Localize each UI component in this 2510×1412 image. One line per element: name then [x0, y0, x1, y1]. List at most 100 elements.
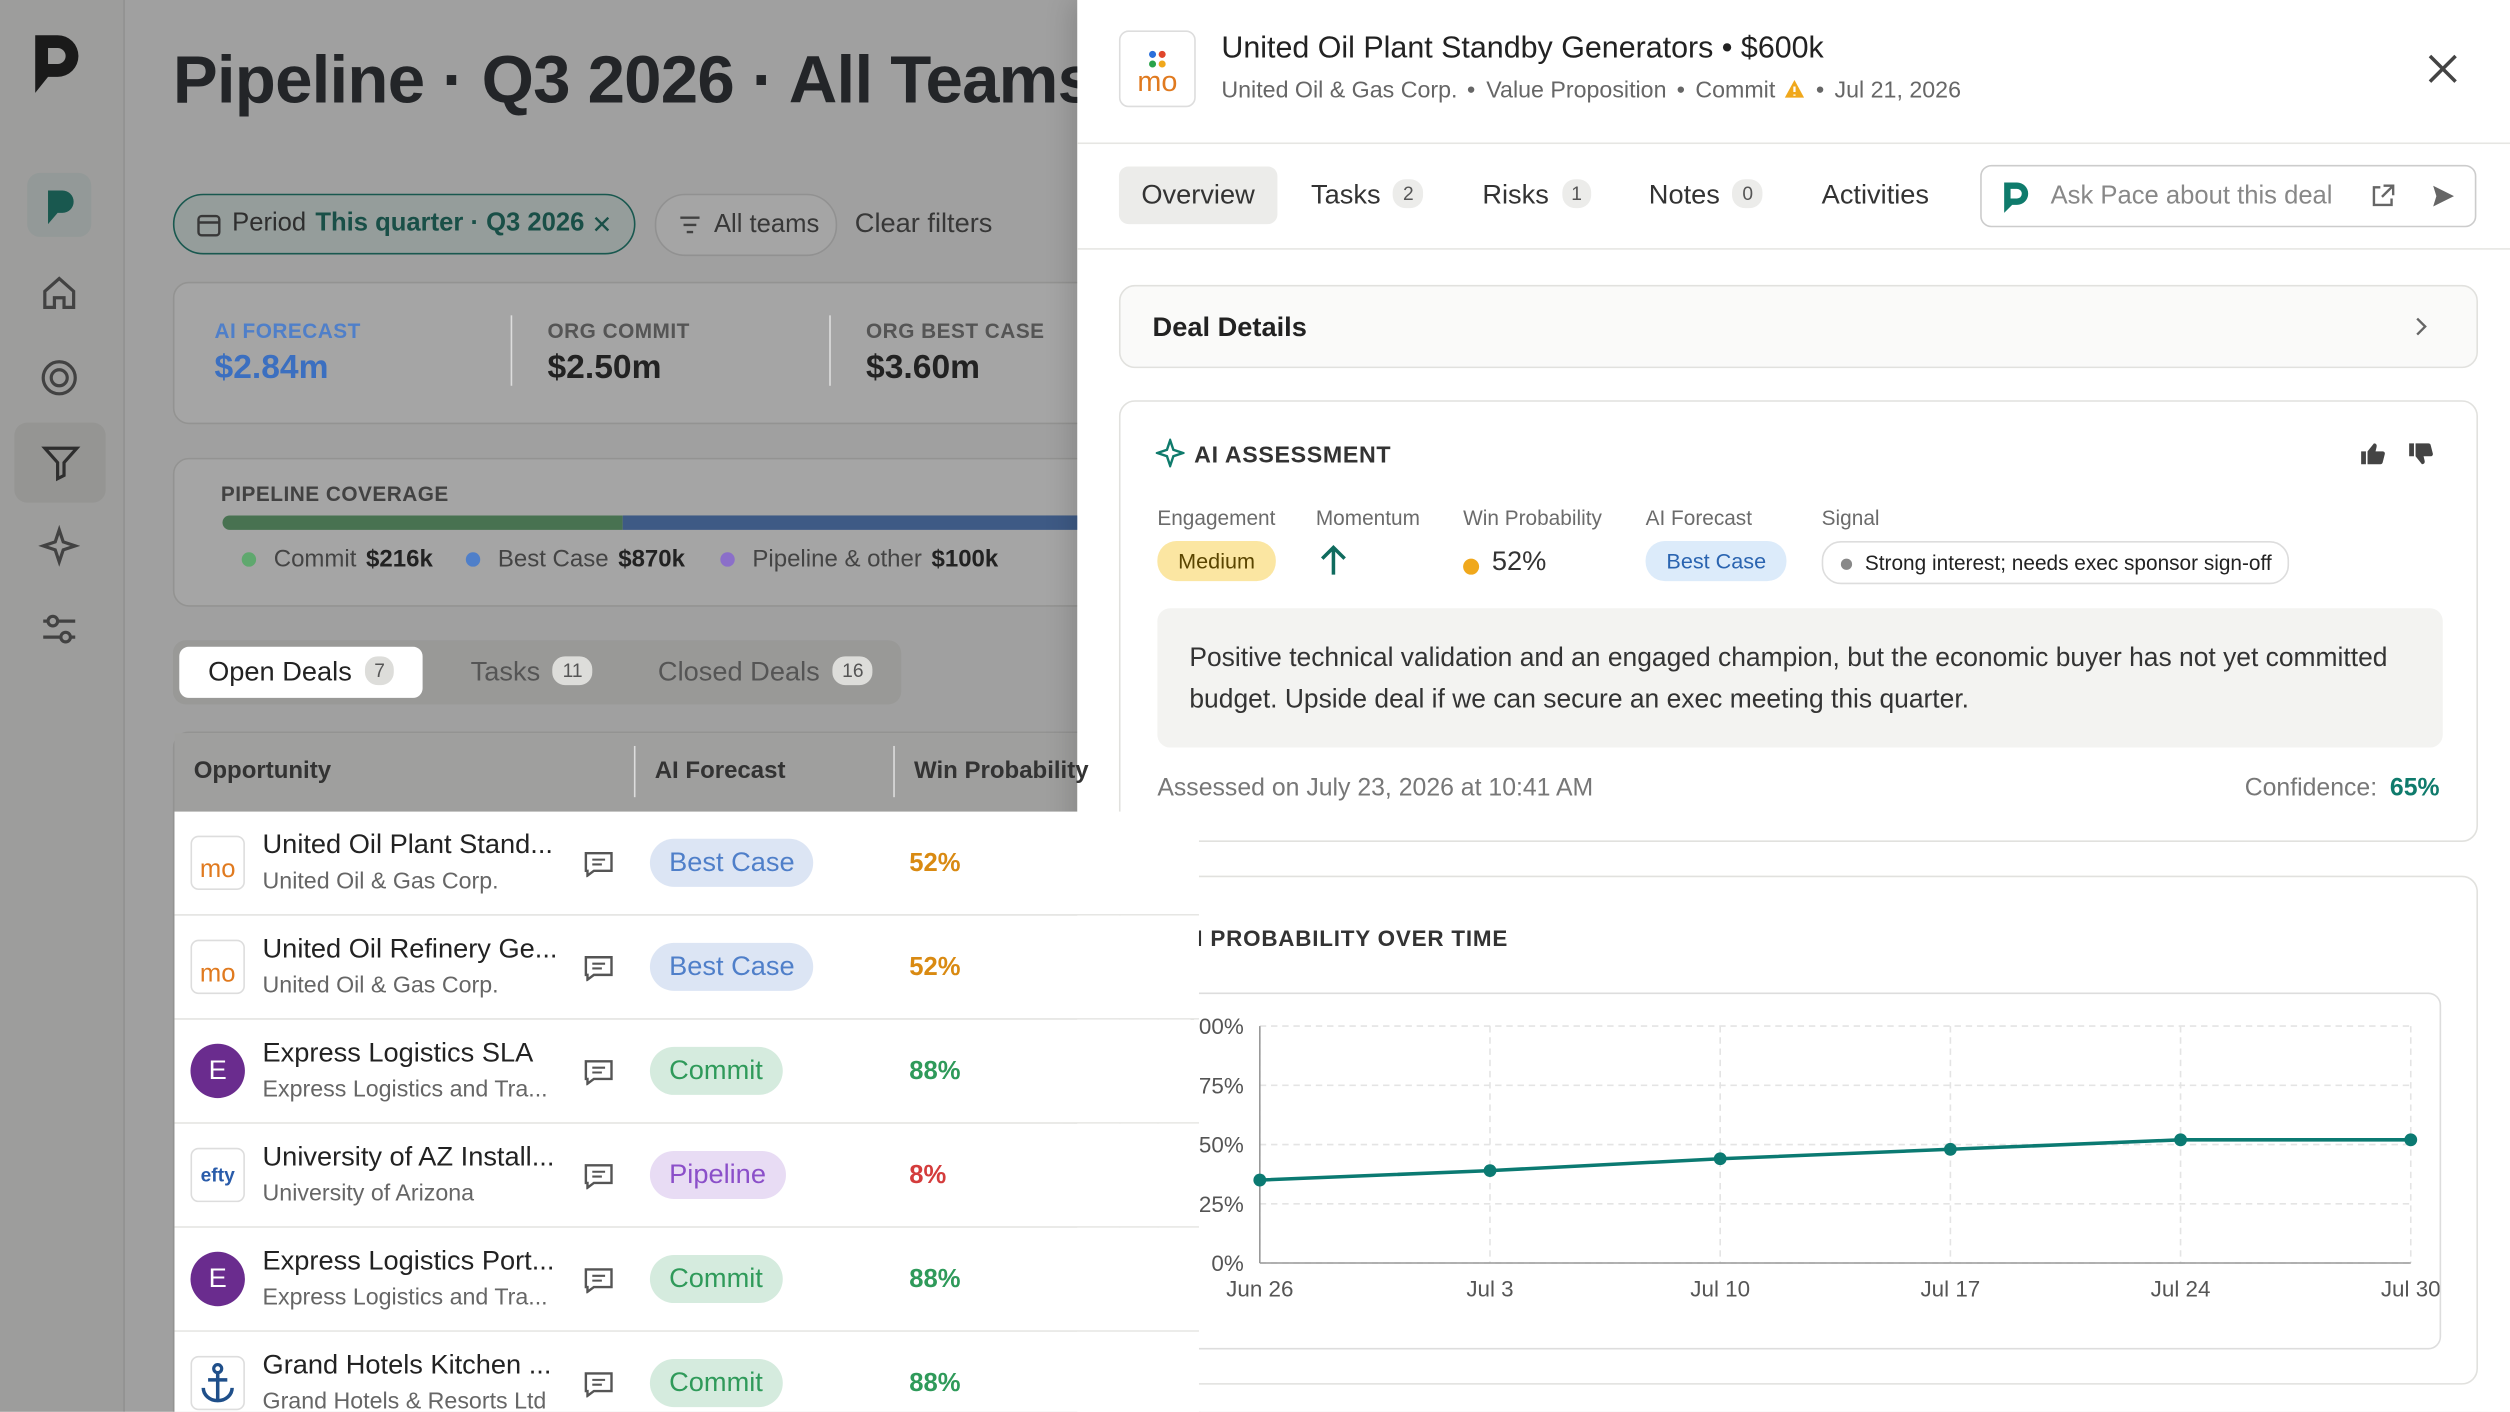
panel-tab[interactable]: Activities: [1798, 166, 1953, 224]
meta-dot: [1816, 86, 1824, 93]
deal-details-title: Deal Details: [1152, 312, 1307, 343]
x-tick-label: Jul 17: [1920, 1277, 1980, 1302]
avatar-anchor: [190, 1355, 245, 1411]
y-tick-label: 75%: [1199, 1073, 1244, 1098]
active-nav[interactable]: [14, 422, 106, 503]
clear-filters[interactable]: Clear filters: [854, 208, 993, 239]
table-row[interactable]: [174, 915, 1199, 1020]
metric-value: $2.50m: [547, 348, 662, 386]
metric-divider: [510, 315, 513, 386]
deal-logo: mo: [1118, 30, 1196, 108]
home-logo[interactable]: [27, 172, 92, 237]
deal-meta: United Oil & Gas Corp. Value Proposition C…: [1221, 78, 1961, 105]
confidence-value: 65%: [2389, 774, 2440, 802]
deal-name: University of AZ Install...: [262, 1141, 555, 1172]
win-probability: 88%: [909, 1266, 961, 1294]
deal-name: United Oil Refinery Ge...: [262, 933, 558, 964]
period-value: This quarter · Q3 2026: [315, 209, 585, 237]
panel-tab[interactable]: Tasks 2: [1287, 166, 1447, 224]
tab-count: 16: [832, 656, 874, 686]
avatar: efty: [190, 1147, 245, 1203]
period-filter[interactable]: Period This quarter · Q3 2026: [172, 193, 636, 255]
avatar: E: [190, 1251, 245, 1307]
field-label: Signal: [1821, 505, 1880, 530]
thumbs-down[interactable]: [2408, 442, 2434, 466]
point: [1943, 1142, 1957, 1156]
table-row[interactable]: [174, 1019, 1199, 1124]
tab[interactable]: Tasks 11: [442, 647, 621, 698]
win-chart-card: WIN PROBABILITY OVER TIME 0% 25% 50% 75% 100…: [1118, 875, 2478, 1385]
x-tick-label: Jun 26: [1226, 1277, 1293, 1302]
assessment-title: AI ASSESSMENT: [1194, 443, 1392, 470]
divider: [1077, 142, 2510, 145]
home-icon[interactable]: [38, 272, 80, 314]
comment-icon: [584, 1060, 613, 1094]
point: [2404, 1133, 2418, 1147]
field-label: AI Forecast: [1645, 505, 1752, 530]
thumbs-up[interactable]: [2360, 442, 2386, 466]
coverage-card: [172, 457, 1201, 607]
comment-icon: [584, 1372, 613, 1406]
coverage-title: PIPELINE COVERAGE: [220, 481, 449, 506]
forecast-pill: Commit: [649, 1255, 783, 1304]
comment-icon: [584, 852, 613, 886]
panel-tab[interactable]: Notes 0: [1625, 166, 1787, 224]
divider: [1077, 248, 2510, 250]
deal-details[interactable]: Deal Details: [1118, 284, 2478, 369]
avatar: mo: [190, 835, 245, 891]
y-tick-label: 50%: [1199, 1133, 1244, 1158]
x-tick-label: Jul 3: [1466, 1277, 1513, 1302]
legend-value: $870k: [618, 545, 686, 574]
table-row[interactable]: [174, 1331, 1199, 1412]
legend-name: Pipeline & other: [752, 545, 922, 574]
tab-label: Open Deals: [208, 656, 352, 687]
win-probability: 88%: [909, 1058, 961, 1086]
target-icon[interactable]: [38, 357, 80, 399]
engagement-pill: Medium: [1157, 541, 1276, 582]
y-tick-label: 25%: [1199, 1192, 1244, 1217]
win-value: 52%: [1491, 545, 1547, 577]
deal-name: Express Logistics SLA: [262, 1037, 534, 1068]
x-tick-label: Jul 30: [2381, 1277, 2441, 1302]
column-divider: [633, 745, 636, 798]
metric-label: ORG BEST CASE: [866, 318, 1045, 343]
win-dot: [1463, 558, 1480, 575]
deal-company: Express Logistics and Tra...: [262, 1077, 548, 1103]
table-row[interactable]: [174, 1123, 1199, 1228]
win-probability: 52%: [909, 954, 961, 982]
metric-label: AI FORECAST: [214, 318, 361, 343]
settings-icon[interactable]: [38, 608, 80, 650]
legend-value: $216k: [366, 545, 433, 574]
tab[interactable]: Open Deals 7: [179, 646, 424, 698]
panel-tab[interactable]: Overview: [1118, 166, 1278, 225]
close-button[interactable]: [2425, 51, 2460, 86]
legend-entry: Best Case $870k: [498, 546, 685, 573]
table-row[interactable]: [174, 1227, 1199, 1332]
deal-company: Grand Hotels & Resorts Ltd: [262, 1389, 547, 1412]
tab[interactable]: Closed Deals 16: [629, 647, 902, 698]
legend-name: Commit: [273, 545, 357, 574]
table-row[interactable]: [174, 811, 1199, 916]
forecast-pill: Commit: [649, 1359, 783, 1408]
deal-panel: mo United Oil Plant Standby Generators •…: [1077, 0, 2510, 1412]
legend-entry: Pipeline & other $100k: [752, 546, 998, 573]
app-logo[interactable]: [29, 32, 87, 96]
field-label: Momentum: [1315, 505, 1420, 530]
ai-icon[interactable]: [38, 525, 81, 567]
signal-pill: Strong interest; needs exec sponsor sign…: [1821, 541, 2290, 585]
comment-icon: [584, 956, 613, 990]
tab-count: 7: [364, 656, 395, 686]
tab-count: 1: [1561, 179, 1592, 209]
deal-title: United Oil Plant Standby Generators • $6…: [1221, 32, 1824, 66]
teams-label: All teams: [713, 211, 820, 239]
panel-tab[interactable]: Risks 1: [1458, 166, 1615, 224]
coverage-bestcase: [622, 515, 1103, 530]
column-header: Win Probability: [914, 757, 1089, 785]
meta-item: United Oil & Gas Corp.: [1221, 78, 1458, 105]
teams-filter[interactable]: All teams: [654, 193, 838, 257]
deal-company: University of Arizona: [262, 1181, 475, 1207]
metrics-card: [172, 281, 1201, 425]
tab-label: Tasks: [470, 656, 541, 687]
ask-box[interactable]: Ask Pace about this deal: [1980, 164, 2477, 228]
deal-name: Grand Hotels Kitchen ...: [262, 1349, 552, 1380]
